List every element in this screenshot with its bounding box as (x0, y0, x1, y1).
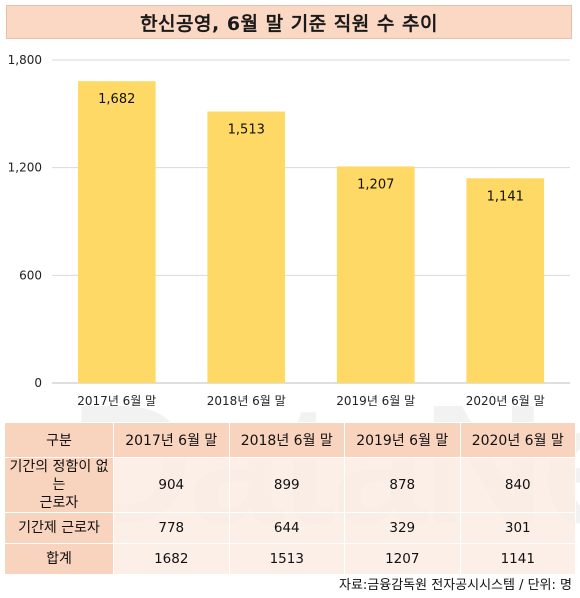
chart-title: 한신공영, 6월 말 기준 직원 수 추이 (6, 5, 572, 39)
bar-chart-svg: 0 600 1,200 1,800 1,682 2017년 6월 말 1,513 2018년 … (8, 53, 570, 408)
table-cell: 904 (113, 457, 230, 513)
y-tick-label: 600 (19, 268, 42, 282)
table-cell: 878 (344, 457, 461, 513)
data-label: 1,513 (228, 123, 265, 138)
x-tick-label: 2018년 6월 말 (207, 394, 286, 408)
table-cell: 1141 (459, 543, 576, 575)
source-note: 자료:금융감독원 전자공시시스템 / 단위: 명 (339, 578, 572, 593)
bar (336, 166, 415, 383)
table-cell: 1513 (228, 543, 345, 575)
table-cell: 1207 (344, 543, 461, 575)
data-label: 1,207 (357, 177, 394, 192)
bar (77, 81, 156, 384)
data-label: 1,682 (98, 92, 135, 107)
row-label: 합계 (4, 543, 114, 575)
bar-chart: 0 600 1,200 1,800 1,682 2017년 6월 말 1,513 2018년 … (0, 44, 580, 416)
bar (207, 111, 286, 384)
row-label-text: 기간의 정함이 없는 근로자 (9, 459, 109, 511)
bar (466, 178, 545, 383)
table-header-cell: 구분 (4, 422, 114, 458)
table-cell: 1682 (113, 543, 230, 575)
data-label: 1,141 (487, 189, 524, 204)
row-label: 기간제 근로자 (4, 512, 114, 544)
table-row: 기간제 근로자 778 644 329 301 (4, 512, 576, 544)
data-table: 구분 2017년 6월 말 2018년 6월 말 2019년 6월 말 2020… (4, 422, 576, 575)
table-header-cell: 2019년 6월 말 (344, 422, 461, 458)
table-cell: 644 (228, 512, 345, 544)
table-header-cell: 2017년 6월 말 (113, 422, 230, 458)
table-cell: 840 (459, 457, 576, 513)
table-cell: 778 (113, 512, 230, 544)
row-label: 기간의 정함이 없는 근로자 (4, 457, 114, 513)
table-row: 합계 1682 1513 1207 1141 (4, 543, 576, 575)
x-tick-label: 2017년 6월 말 (77, 394, 156, 408)
table-cell: 301 (459, 512, 576, 544)
x-tick-label: 2020년 6월 말 (466, 394, 545, 408)
y-tick-label: 0 (34, 376, 42, 390)
table-header-cell: 2020년 6월 말 (459, 422, 576, 458)
table-cell: 329 (344, 512, 461, 544)
table-row: 기간의 정함이 없는 근로자 904 899 878 840 (4, 457, 576, 513)
table-cell: 899 (228, 457, 345, 513)
y-tick-label: 1,200 (8, 161, 42, 175)
x-tick-label: 2019년 6월 말 (336, 394, 415, 408)
y-tick-label: 1,800 (8, 53, 42, 67)
table-header-row: 구분 2017년 6월 말 2018년 6월 말 2019년 6월 말 2020… (4, 422, 576, 458)
table-header-cell: 2018년 6월 말 (228, 422, 345, 458)
